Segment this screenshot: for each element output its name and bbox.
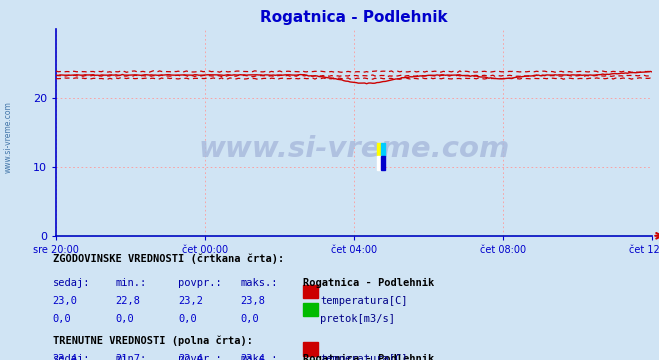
Text: 23,4: 23,4 bbox=[241, 354, 266, 360]
Text: povpr.:: povpr.: bbox=[178, 354, 221, 360]
Text: www.si-vreme.com: www.si-vreme.com bbox=[3, 101, 13, 173]
Text: sedaj:: sedaj: bbox=[53, 278, 90, 288]
Text: 0,0: 0,0 bbox=[241, 314, 259, 324]
Text: min.:: min.: bbox=[115, 354, 146, 360]
Text: 23,2: 23,2 bbox=[178, 296, 203, 306]
Text: 22,8: 22,8 bbox=[115, 296, 140, 306]
Text: 21,7: 21,7 bbox=[115, 354, 140, 360]
Text: min.:: min.: bbox=[115, 278, 146, 288]
Text: Rogatnica - Podlehnik: Rogatnica - Podlehnik bbox=[303, 354, 434, 360]
Text: 0,0: 0,0 bbox=[115, 314, 134, 324]
Text: maks.:: maks.: bbox=[241, 354, 278, 360]
Text: 23,8: 23,8 bbox=[241, 296, 266, 306]
Text: 22,4: 22,4 bbox=[178, 354, 203, 360]
Bar bbox=[377, 143, 381, 157]
Text: 23,4: 23,4 bbox=[53, 354, 78, 360]
Text: ZGODOVINSKE VREDNOSTI (črtkana črta):: ZGODOVINSKE VREDNOSTI (črtkana črta): bbox=[53, 254, 284, 264]
Text: maks.:: maks.: bbox=[241, 278, 278, 288]
Text: povpr.:: povpr.: bbox=[178, 278, 221, 288]
Text: Rogatnica - Podlehnik: Rogatnica - Podlehnik bbox=[303, 278, 434, 288]
Text: temperatura[C]: temperatura[C] bbox=[320, 296, 408, 306]
Text: TRENUTNE VREDNOSTI (polna črta):: TRENUTNE VREDNOSTI (polna črta): bbox=[53, 336, 252, 346]
Bar bbox=[377, 157, 381, 170]
Text: www.si-vreme.com: www.si-vreme.com bbox=[198, 135, 510, 163]
Text: pretok[m3/s]: pretok[m3/s] bbox=[320, 314, 395, 324]
Title: Rogatnica - Podlehnik: Rogatnica - Podlehnik bbox=[260, 10, 448, 25]
Text: 0,0: 0,0 bbox=[53, 314, 71, 324]
Text: sedaj:: sedaj: bbox=[53, 354, 90, 360]
Bar bbox=[381, 143, 386, 157]
Text: 23,0: 23,0 bbox=[53, 296, 78, 306]
Text: temperatura[C]: temperatura[C] bbox=[320, 354, 408, 360]
Text: 0,0: 0,0 bbox=[178, 314, 196, 324]
Bar bbox=[381, 157, 386, 170]
